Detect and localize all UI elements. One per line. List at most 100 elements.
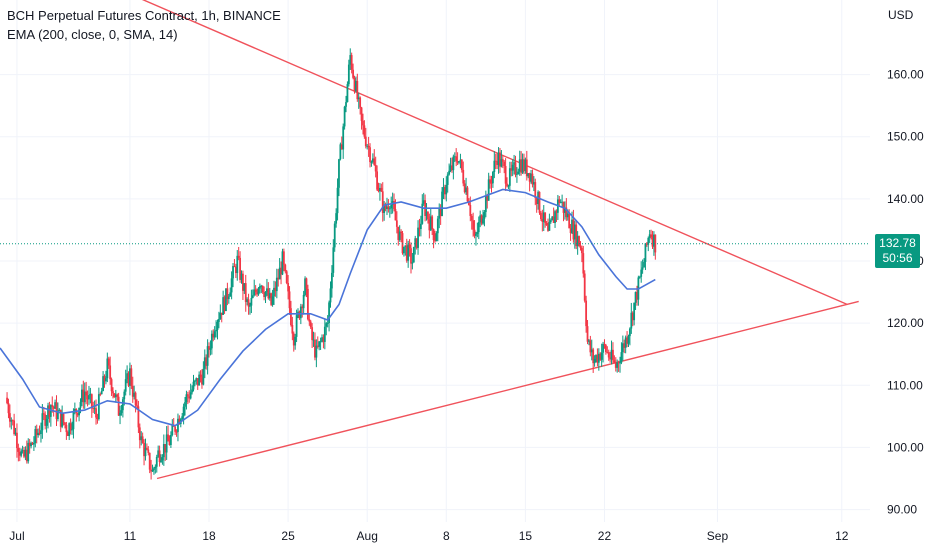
candle-body <box>443 187 446 195</box>
candle-body <box>520 159 523 173</box>
candle-body <box>350 55 353 70</box>
candle-body <box>339 144 342 160</box>
candle-body <box>352 69 354 78</box>
candle-body <box>138 427 141 441</box>
candle-body <box>456 161 459 163</box>
candle-body <box>514 162 517 175</box>
trendlines[interactable] <box>0 0 859 480</box>
candle-body <box>177 418 179 432</box>
candle-body <box>28 442 31 447</box>
candle-body <box>527 173 530 177</box>
candle-body <box>583 273 586 301</box>
candle-body <box>398 231 401 240</box>
candle-body <box>246 299 249 302</box>
price-tick-label: 150.00 <box>887 130 924 144</box>
candle-body <box>48 405 51 417</box>
candle-body <box>189 392 192 399</box>
candle-body <box>160 460 162 463</box>
candle-body <box>441 191 443 217</box>
candle-body <box>68 423 71 437</box>
price-tick-label: 120.00 <box>887 316 924 330</box>
candle-body <box>541 219 544 222</box>
candle-body <box>643 261 645 268</box>
candle-body <box>386 206 388 209</box>
candle-body <box>66 432 69 437</box>
candle-body <box>113 393 116 398</box>
candle-body <box>597 353 600 363</box>
candle-body <box>572 219 575 240</box>
candle-body <box>346 84 349 103</box>
candle-body <box>586 326 589 342</box>
candle-body <box>600 352 603 360</box>
candle-body <box>140 436 143 441</box>
candle-body <box>295 315 298 337</box>
candle-body <box>411 262 414 264</box>
candle-body <box>575 224 578 247</box>
candle-body <box>95 408 97 418</box>
candle-body <box>336 187 339 214</box>
candle-body <box>280 267 282 275</box>
candle-body <box>648 234 651 238</box>
candle-body <box>234 267 237 274</box>
candle-body <box>523 159 525 172</box>
candle-body <box>147 449 150 453</box>
candle-body <box>226 288 229 300</box>
candle-body <box>473 229 476 236</box>
candle-body <box>222 297 225 315</box>
candle-body <box>99 394 102 395</box>
candle-body <box>86 395 89 400</box>
candle-body <box>626 337 628 344</box>
candle-body <box>415 238 418 248</box>
candle-body <box>34 429 37 443</box>
candle-body <box>127 373 130 386</box>
candle-body <box>112 391 114 394</box>
candle-body <box>499 152 501 167</box>
symbol-title[interactable]: BCH Perpetual Futures Contract, 1h, BINA… <box>7 8 281 23</box>
candle-body <box>288 291 291 309</box>
candle-body <box>38 432 41 435</box>
time-axis[interactable]: Jul 11 18 25 Aug 8 15 22 Sep 12 <box>9 529 848 543</box>
candle-body <box>565 207 568 218</box>
candle-body <box>261 285 264 293</box>
candle-body <box>11 420 14 422</box>
candle-body <box>55 402 58 420</box>
candle-body <box>568 213 571 229</box>
indicator-label[interactable]: EMA (200, close, 0, SMA, 14) <box>7 27 178 42</box>
candle-body <box>602 343 604 353</box>
candle-body <box>360 107 363 121</box>
candle-body <box>524 159 527 172</box>
candle-body <box>486 195 489 201</box>
candle-body <box>650 234 652 238</box>
candle-body <box>633 302 636 321</box>
candle-body <box>362 120 364 126</box>
candle-body <box>137 406 140 428</box>
candle-body <box>329 288 332 303</box>
candle-body <box>592 349 595 364</box>
candle-body <box>401 233 404 254</box>
candle-body <box>542 212 545 222</box>
candle-body <box>325 323 328 327</box>
current-price-value: 132.78 <box>879 235 916 250</box>
candle-body <box>268 293 271 299</box>
candle-body <box>54 402 56 409</box>
candle-body <box>623 343 626 348</box>
candle-body <box>504 166 507 184</box>
candle-body <box>333 223 336 248</box>
candle-body <box>290 308 292 325</box>
candle-body <box>619 362 621 364</box>
candle-body <box>595 355 597 360</box>
candle-body <box>596 355 599 363</box>
candle-body <box>510 168 513 171</box>
candle-body <box>154 466 157 469</box>
candle-body <box>30 442 32 447</box>
candle-body <box>201 377 203 385</box>
candle-body <box>459 159 462 162</box>
time-tick-label: 25 <box>281 529 295 543</box>
candle-body <box>284 264 287 272</box>
candle-body <box>167 434 169 442</box>
candle-body <box>151 470 154 472</box>
candle-body <box>250 297 253 306</box>
candle-body <box>178 418 181 425</box>
candle-body <box>253 289 256 296</box>
